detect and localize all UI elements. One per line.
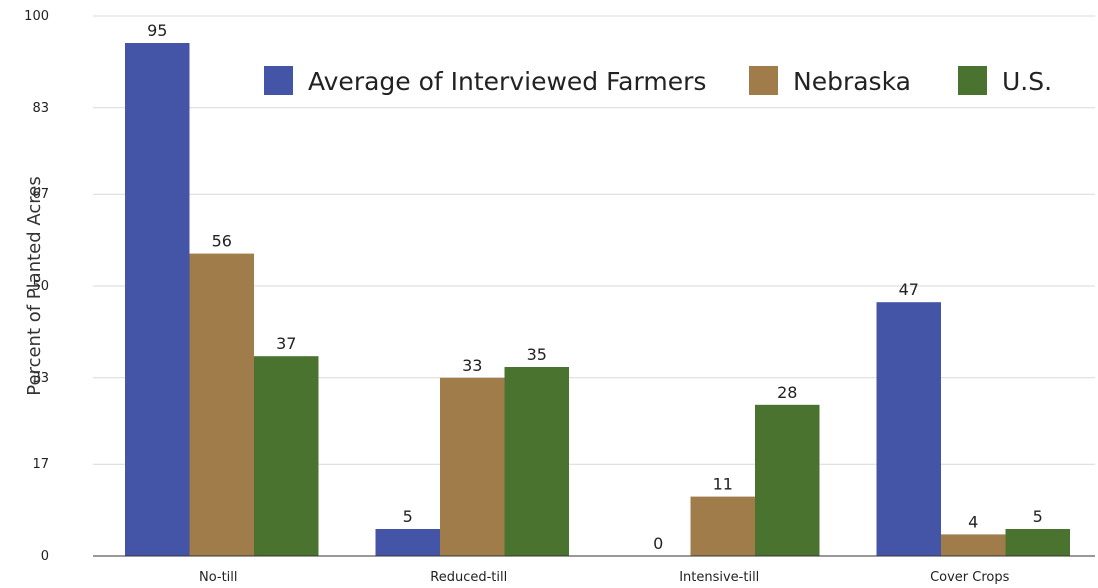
data-labels: 95 56 37 5 33 35 0 11 28 47 4 5 <box>147 21 1043 553</box>
bar <box>1005 529 1070 556</box>
bars <box>125 43 1070 556</box>
legend-swatch <box>958 66 987 95</box>
legend-label: Nebraska <box>793 67 911 96</box>
bar <box>375 529 440 556</box>
x-tick-label: Intensive-till <box>679 570 759 585</box>
legend-label: Average of Interviewed Farmers <box>308 67 706 96</box>
y-tick-label: 17 <box>32 457 49 472</box>
bar <box>254 356 319 556</box>
y-tick-label: 67 <box>32 187 49 202</box>
data-label: 47 <box>899 280 919 299</box>
bar <box>876 302 941 556</box>
x-tick-label: Cover Crops <box>930 570 1010 585</box>
data-label: 33 <box>462 356 482 375</box>
x-tick-label: No-till <box>199 570 238 585</box>
bar <box>755 404 820 556</box>
data-label: 5 <box>403 507 413 526</box>
data-label: 4 <box>968 512 978 531</box>
legend-label: U.S. <box>1002 67 1052 96</box>
y-axis-ticks: 0 17 33 50 67 83 100 <box>24 9 49 564</box>
bar <box>125 43 190 556</box>
data-label: 37 <box>276 334 296 353</box>
data-label: 56 <box>212 232 232 251</box>
y-tick-label: 0 <box>41 549 49 564</box>
data-label: 11 <box>713 475 733 494</box>
data-label: 5 <box>1033 507 1043 526</box>
y-axis-label: Percent of Planted Acres <box>24 176 45 395</box>
x-axis-ticks: No-till Reduced-till Intensive-till Cover C… <box>199 570 1010 585</box>
legend-swatch <box>264 66 293 95</box>
bar <box>189 253 254 556</box>
bar <box>690 496 755 556</box>
legend: Average of Interviewed Farmers Nebraska U.… <box>264 66 1052 96</box>
bar <box>440 377 505 556</box>
data-label: 28 <box>777 383 797 402</box>
y-tick-label: 33 <box>32 371 49 386</box>
legend-swatch <box>749 66 778 95</box>
y-tick-label: 83 <box>32 101 49 116</box>
data-label: 35 <box>527 345 547 364</box>
y-tick-label: 100 <box>24 9 49 24</box>
bar <box>504 367 569 556</box>
data-label: 95 <box>147 21 167 40</box>
y-tick-label: 50 <box>32 279 49 294</box>
bar <box>941 534 1006 556</box>
x-tick-label: Reduced-till <box>430 570 507 585</box>
data-label: 0 <box>653 534 663 553</box>
